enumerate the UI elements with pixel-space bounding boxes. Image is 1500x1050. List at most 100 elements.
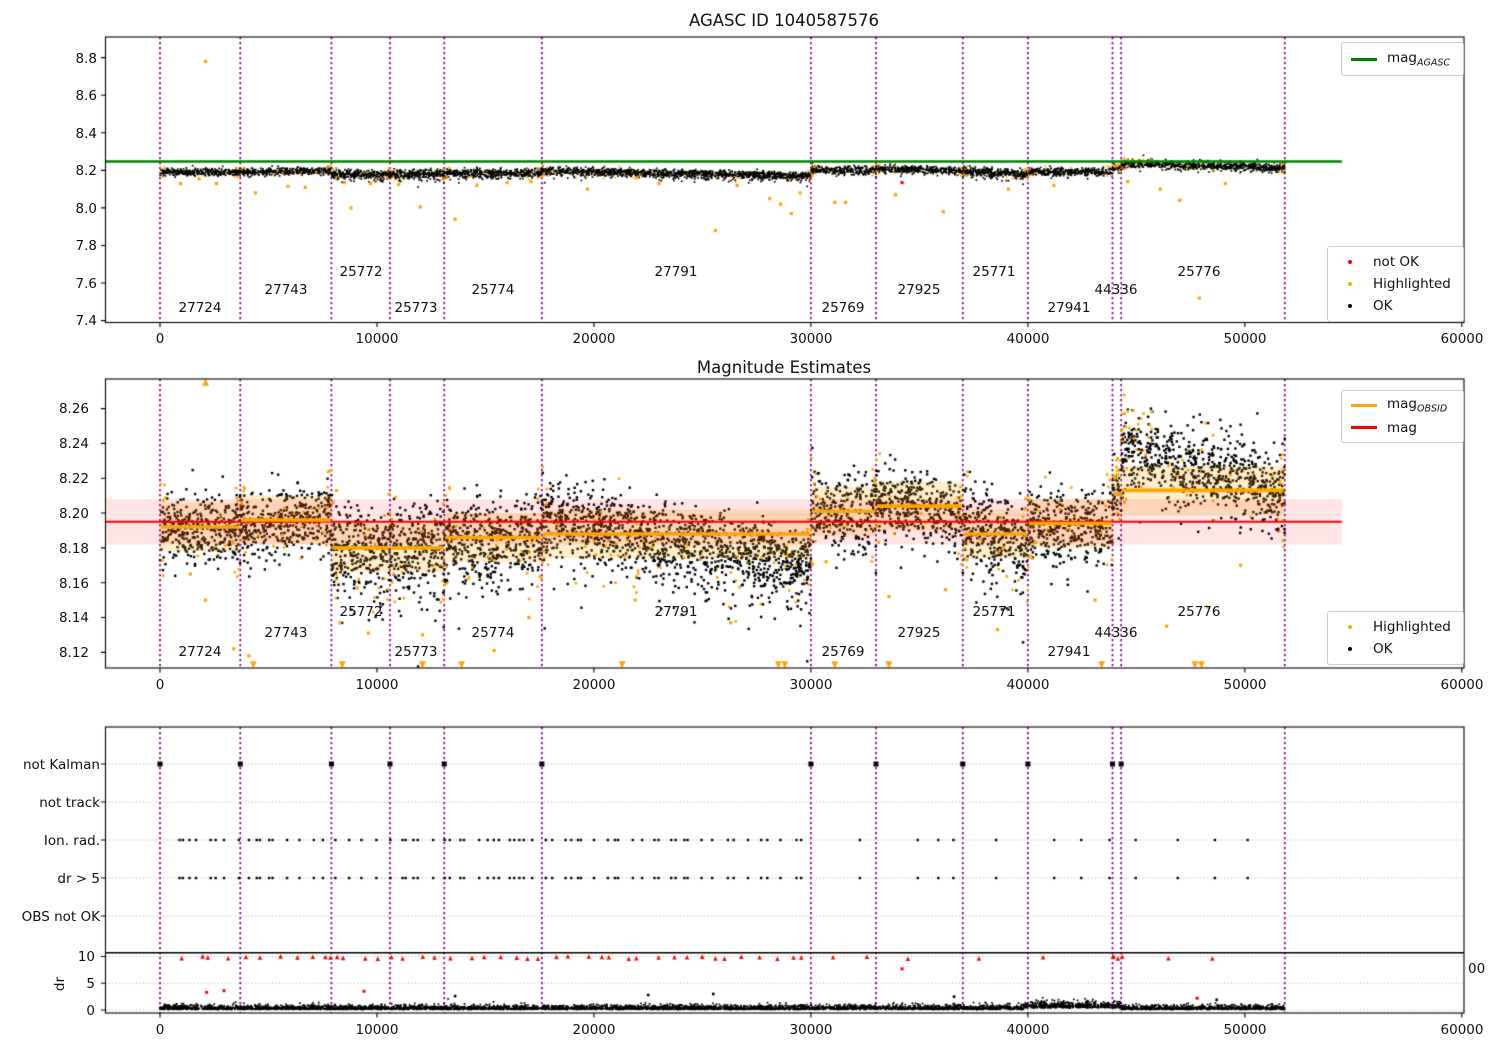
legend-label-highlighted: Highlighted — [1373, 619, 1451, 635]
x-tick: 20000 — [572, 331, 616, 347]
black-dot-swatch — [1348, 647, 1352, 651]
legend-label-mag-agasc: magAGASC — [1387, 49, 1451, 69]
legend-row: magAGASC — [1342, 48, 1463, 70]
legend-row: Highlighted — [1328, 616, 1463, 638]
y-tick: 8.14 — [58, 610, 89, 626]
x-tick: 40000 — [1006, 677, 1050, 693]
y-tick: 7.6 — [75, 276, 97, 292]
y-tick: 7.8 — [75, 238, 97, 254]
x-tick: 20000 — [572, 677, 616, 693]
x-tick: 0 — [155, 331, 165, 347]
obsid-label: 44336 — [1094, 625, 1138, 641]
obsid-label: 25772 — [339, 264, 383, 280]
flag-label-obs-not-ok: OBS not OK — [21, 909, 100, 925]
dr-tick: 5 — [86, 976, 95, 992]
middle-plot-title: Magnitude Estimates — [696, 358, 872, 377]
legend-label-highlighted: Highlighted — [1373, 276, 1451, 292]
x-tick: 40000 — [1006, 1022, 1050, 1038]
orange-dot-swatch — [1348, 625, 1352, 629]
obsid-label: 27791 — [654, 264, 698, 280]
obsid-label: 25773 — [394, 300, 438, 316]
black-dot-swatch — [1348, 304, 1352, 308]
obsid-label: 25772 — [339, 604, 383, 620]
flag-label-dr-gt-5: dr > 5 — [57, 871, 100, 887]
x-tick: 0 — [155, 1022, 165, 1038]
x-tick: 10000 — [355, 677, 399, 693]
red-line-swatch — [1351, 426, 1377, 429]
obsid-label: 27941 — [1047, 644, 1091, 660]
legend-label-ok: OK — [1373, 298, 1393, 314]
x-tick: 60000 — [1440, 1022, 1484, 1038]
obsid-label: 27941 — [1047, 300, 1091, 316]
legend-row: Highlighted — [1328, 273, 1463, 295]
y-tick: 8.6 — [75, 88, 97, 104]
obsid-label: 44336 — [1094, 282, 1138, 298]
obsid-label: 27743 — [264, 625, 308, 641]
x-tick: 50000 — [1223, 1022, 1267, 1038]
legend-row: magOBSID — [1342, 395, 1463, 417]
y-tick: 8.16 — [58, 576, 89, 592]
x-tick: 60000 — [1440, 331, 1484, 347]
obsid-label: 25776 — [1177, 604, 1221, 620]
top-plot-title: AGASC ID 1040587576 — [688, 11, 880, 30]
flag-label-not-kalman: not Kalman — [22, 757, 100, 773]
legend-top-markers: not OK Highlighted OK — [1327, 246, 1464, 322]
dr-tick: 10 — [77, 949, 95, 965]
obsid-label: 27925 — [897, 282, 941, 298]
flag-label-ion-rad: Ion. rad. — [43, 833, 100, 849]
x-tick: 40000 — [1006, 331, 1050, 347]
obsid-label: 25776 — [1177, 264, 1221, 280]
obsid-label: 25771 — [972, 264, 1016, 280]
obsid-label: 25774 — [471, 625, 515, 641]
x-tick: 20000 — [572, 1022, 616, 1038]
orange-dot-swatch — [1348, 282, 1352, 286]
y-tick: 8.20 — [58, 506, 89, 522]
red-dot-swatch — [1348, 260, 1352, 264]
right-edge-clipped-label: 00 — [1468, 961, 1486, 977]
legend-mag-agasc: magAGASC — [1341, 42, 1464, 76]
legend-middle-markers: Highlighted OK — [1327, 611, 1464, 665]
y-tick: 8.18 — [58, 541, 89, 557]
obsid-label: 25769 — [821, 644, 865, 660]
legend-label-mag-obsid: magOBSID — [1387, 396, 1448, 415]
y-tick: 8.0 — [75, 201, 97, 217]
legend-label-mag: mag — [1387, 419, 1417, 436]
x-tick: 60000 — [1440, 677, 1484, 693]
x-tick: 10000 — [355, 331, 399, 347]
x-tick: 0 — [155, 677, 165, 693]
obsid-label: 25774 — [471, 282, 515, 298]
legend-label-not-ok: not OK — [1373, 254, 1419, 270]
y-tick: 8.2 — [75, 163, 97, 179]
x-tick: 50000 — [1223, 677, 1267, 693]
y-tick: 8.26 — [58, 401, 89, 417]
legend-mag-lines: magOBSID mag — [1341, 390, 1464, 443]
green-line-swatch — [1351, 57, 1377, 61]
y-tick: 8.12 — [58, 645, 89, 661]
x-tick: 30000 — [789, 331, 833, 347]
dr-axis-label: dr — [52, 976, 69, 992]
x-tick: 30000 — [789, 1022, 833, 1038]
y-tick: 7.4 — [75, 313, 97, 329]
legend-row: OK — [1328, 638, 1463, 660]
x-tick: 50000 — [1223, 331, 1267, 347]
legend-row: mag — [1342, 417, 1463, 439]
obsid-label: 27724 — [178, 300, 222, 316]
x-tick: 10000 — [355, 1022, 399, 1038]
legend-row: OK — [1328, 295, 1463, 317]
dr-tick: 0 — [86, 1003, 95, 1019]
legend-row: not OK — [1328, 251, 1463, 273]
x-tick: 30000 — [789, 677, 833, 693]
legend-label-ok: OK — [1373, 641, 1393, 657]
obsid-label: 27791 — [654, 604, 698, 620]
obsid-label: 25773 — [394, 644, 438, 660]
obsid-label: 27724 — [178, 644, 222, 660]
orange-line-swatch — [1351, 404, 1377, 407]
flag-label-not-track: not track — [39, 795, 100, 811]
y-tick: 8.8 — [75, 51, 97, 67]
obsid-label: 25771 — [972, 604, 1016, 620]
y-tick: 8.22 — [58, 471, 89, 487]
obsid-label: 27925 — [897, 625, 941, 641]
y-tick: 8.4 — [75, 126, 97, 142]
